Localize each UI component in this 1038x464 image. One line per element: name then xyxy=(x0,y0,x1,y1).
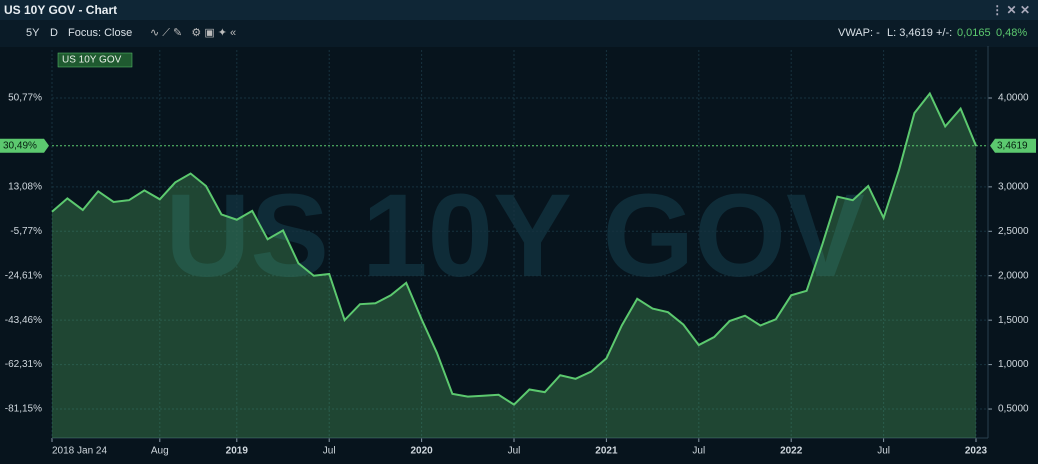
y2-tick-label: 2,0000 xyxy=(998,270,1029,281)
y2-tick-label: 1,0000 xyxy=(998,359,1029,370)
x-tick-label: 2021 xyxy=(595,446,618,457)
change: 0,0165 xyxy=(957,27,991,39)
x-tick-label: Jul xyxy=(323,446,336,457)
focus[interactable]: Focus: Close xyxy=(68,27,133,39)
current-value: 3,4619 xyxy=(997,140,1028,151)
x-tick-label: 2018 Jan 24 xyxy=(52,446,107,457)
watermark: US 10Y GOV xyxy=(165,170,865,302)
plot-bg xyxy=(0,47,1038,464)
y-tick-label: -5,77% xyxy=(10,226,42,237)
current-tag-right xyxy=(990,138,1036,153)
x-tick-label: Jul xyxy=(508,446,521,457)
y2-tick-label: 2,5000 xyxy=(998,226,1029,237)
current-change: 30,49% xyxy=(3,140,37,151)
period[interactable]: 5Y xyxy=(26,27,40,39)
x-tick-label: Jul xyxy=(877,446,890,457)
y2-tick-label: 1,5000 xyxy=(998,315,1029,326)
y-tick-label: 50,77% xyxy=(8,93,42,104)
y-tick-label: -81,15% xyxy=(5,404,42,415)
y2-tick-label: 0,5000 xyxy=(998,404,1029,415)
header: US 10Y GOV - Chart ⋮ ✕ ✕ xyxy=(0,0,1038,20)
x-tick-label: 2022 xyxy=(780,446,803,457)
title: US 10Y GOV - Chart xyxy=(4,3,118,17)
x-tick-label: 2019 xyxy=(226,446,249,457)
vwap: VWAP: - xyxy=(838,27,880,39)
x-tick-label: Aug xyxy=(151,446,169,457)
y-tick-label: 13,08% xyxy=(8,181,42,192)
y-tick-label: -62,31% xyxy=(5,359,42,370)
toolbar: 5Y D Focus: Close ∿ ⟋ ✎ ⚙ ▣ ✦ « VWAP: - … xyxy=(0,20,1038,47)
y-tick-label: -43,46% xyxy=(5,315,42,326)
area xyxy=(52,93,976,438)
interval[interactable]: D xyxy=(50,27,58,39)
y-tick-label: -24,61% xyxy=(5,270,42,281)
x-tick-label: 2023 xyxy=(965,446,988,457)
tool-icons[interactable]: ∿ ⟋ ✎ ⚙ ▣ ✦ « xyxy=(150,27,237,39)
icons[interactable]: ⋮ ✕ ✕ xyxy=(991,3,1030,17)
change-pct: 0,48% xyxy=(996,27,1028,39)
legend-box xyxy=(57,52,133,68)
change-prefix: +/-: xyxy=(936,27,953,39)
line xyxy=(51,91,977,406)
y2-tick-label: 3,0000 xyxy=(998,181,1029,192)
legend-label: US 10Y GOV xyxy=(62,55,122,66)
last: L: 3,4619 xyxy=(887,27,933,39)
current-tag-left xyxy=(0,138,49,153)
x-tick-label: 2020 xyxy=(410,446,433,457)
x-tick-label: Jul xyxy=(692,446,705,457)
y2-tick-label: 4,0000 xyxy=(998,93,1029,104)
